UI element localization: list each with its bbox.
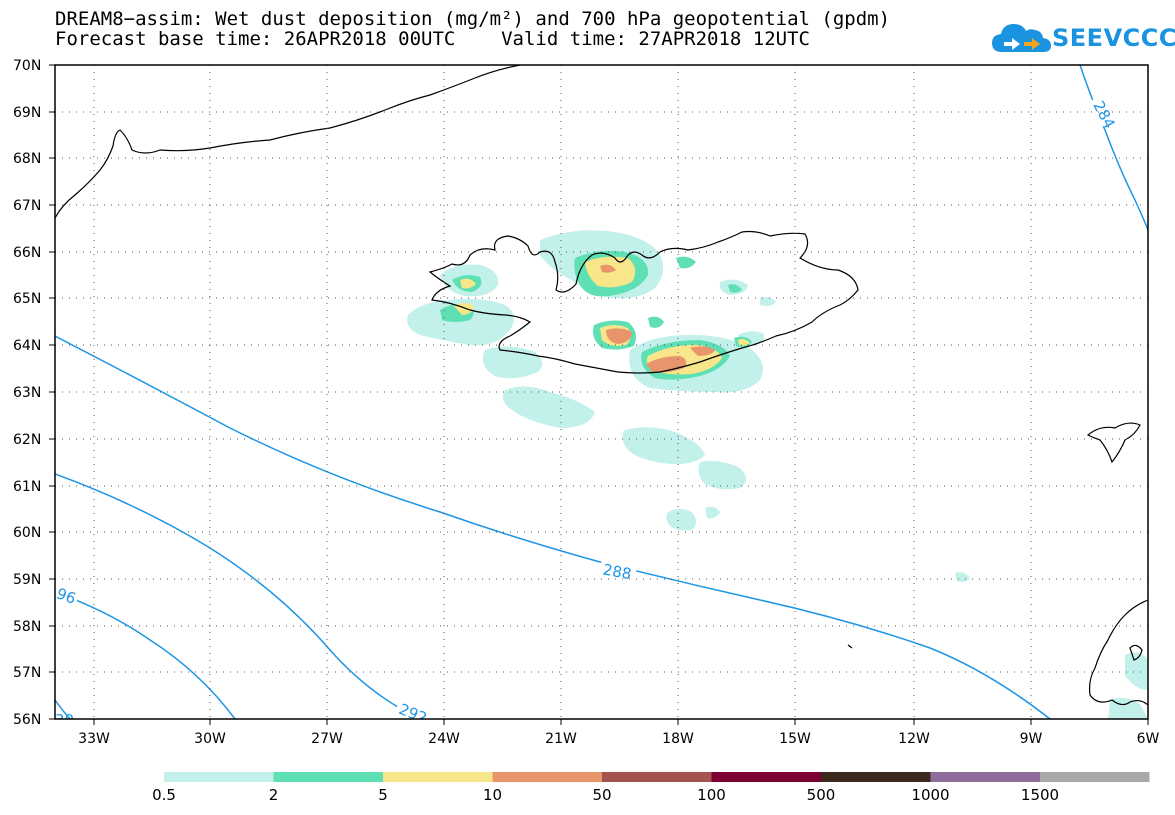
contour-label-300: 30	[55, 711, 74, 729]
legend-swatch	[821, 772, 931, 782]
legend-label: 5	[378, 786, 388, 804]
logo-text: SEEVCCC	[1052, 24, 1175, 52]
legend-swatch	[273, 772, 383, 782]
legend-label: 1000	[911, 786, 949, 804]
lat-label: 56N	[13, 712, 41, 728]
legend-label: 1500	[1021, 786, 1059, 804]
iceland-coast	[428, 230, 859, 374]
lat-label: 60N	[13, 525, 41, 541]
contour-label-292: 292	[396, 700, 429, 727]
legend-swatch	[1040, 772, 1150, 782]
legend-swatch	[164, 772, 274, 782]
greenland-coast	[55, 65, 521, 219]
lat-label: 69N	[13, 105, 41, 121]
longitude-labels: 33W 30W 27W 24W 21W 18W 15W 12W 9W 6W	[78, 731, 1159, 747]
lon-label: 15W	[779, 731, 811, 747]
lat-label: 62N	[13, 432, 41, 448]
seevccc-logo: SEEVCCC	[990, 18, 1175, 60]
chart-subtitle: Forecast base time: 26APR2018 00UTC Vali…	[55, 28, 810, 50]
faroe-islands	[1086, 422, 1141, 464]
geopotential-contours	[55, 65, 1148, 719]
legend-label: 2	[269, 786, 279, 804]
lon-label: 12W	[898, 731, 930, 747]
legend-swatch	[930, 772, 1040, 782]
lat-label: 64N	[13, 338, 41, 354]
lon-label: 27W	[311, 731, 343, 747]
lat-label: 58N	[13, 619, 41, 635]
legend-label: 50	[592, 786, 611, 804]
lat-label: 67N	[13, 198, 41, 214]
lat-label: 59N	[13, 572, 41, 588]
lat-label: 65N	[13, 291, 41, 307]
lon-label: 6W	[1137, 731, 1160, 747]
lat-label: 63N	[13, 385, 41, 401]
contour-label-284: 284	[1089, 98, 1118, 132]
lon-label: 9W	[1020, 731, 1043, 747]
scotland-coast	[1088, 599, 1148, 706]
coastlines	[55, 65, 1148, 706]
legend-swatch	[383, 772, 493, 782]
map-area: 284 288 292 96 30	[54, 65, 1148, 729]
latitude-labels: 70N 69N 68N 67N 66N 65N 64N 63N 62N 61N …	[13, 58, 41, 728]
legend-label: 10	[483, 786, 502, 804]
lon-label: 18W	[662, 731, 694, 747]
legend-swatch	[602, 772, 712, 782]
legend-label: 0.5	[152, 786, 176, 804]
chart-title: DREAM8−assim: Wet dust deposition (mg/m²…	[55, 8, 891, 30]
tick-marks	[49, 64, 1149, 725]
lon-label: 21W	[545, 731, 577, 747]
color-legend: 0.5 2 5 10 50 100 500 1000 1500	[152, 772, 1150, 804]
dust-deposition-shading	[407, 230, 1148, 719]
lon-label: 30W	[194, 731, 226, 747]
contour-label-288: 288	[601, 561, 632, 584]
lon-label: 33W	[78, 731, 110, 747]
lat-label: 70N	[13, 58, 41, 74]
legend-label: 500	[807, 786, 836, 804]
lat-label: 57N	[13, 665, 41, 681]
lat-label: 61N	[13, 479, 41, 495]
lon-label: 24W	[428, 731, 460, 747]
legend-swatch	[711, 772, 821, 782]
legend-swatch	[492, 772, 602, 782]
lat-label: 66N	[13, 245, 41, 261]
legend-label: 100	[697, 786, 726, 804]
lat-label: 68N	[13, 151, 41, 167]
cloud-icon	[992, 24, 1051, 52]
graticule	[55, 65, 1148, 719]
shetland-islands	[1129, 644, 1143, 661]
contour-label-296: 96	[54, 584, 78, 607]
